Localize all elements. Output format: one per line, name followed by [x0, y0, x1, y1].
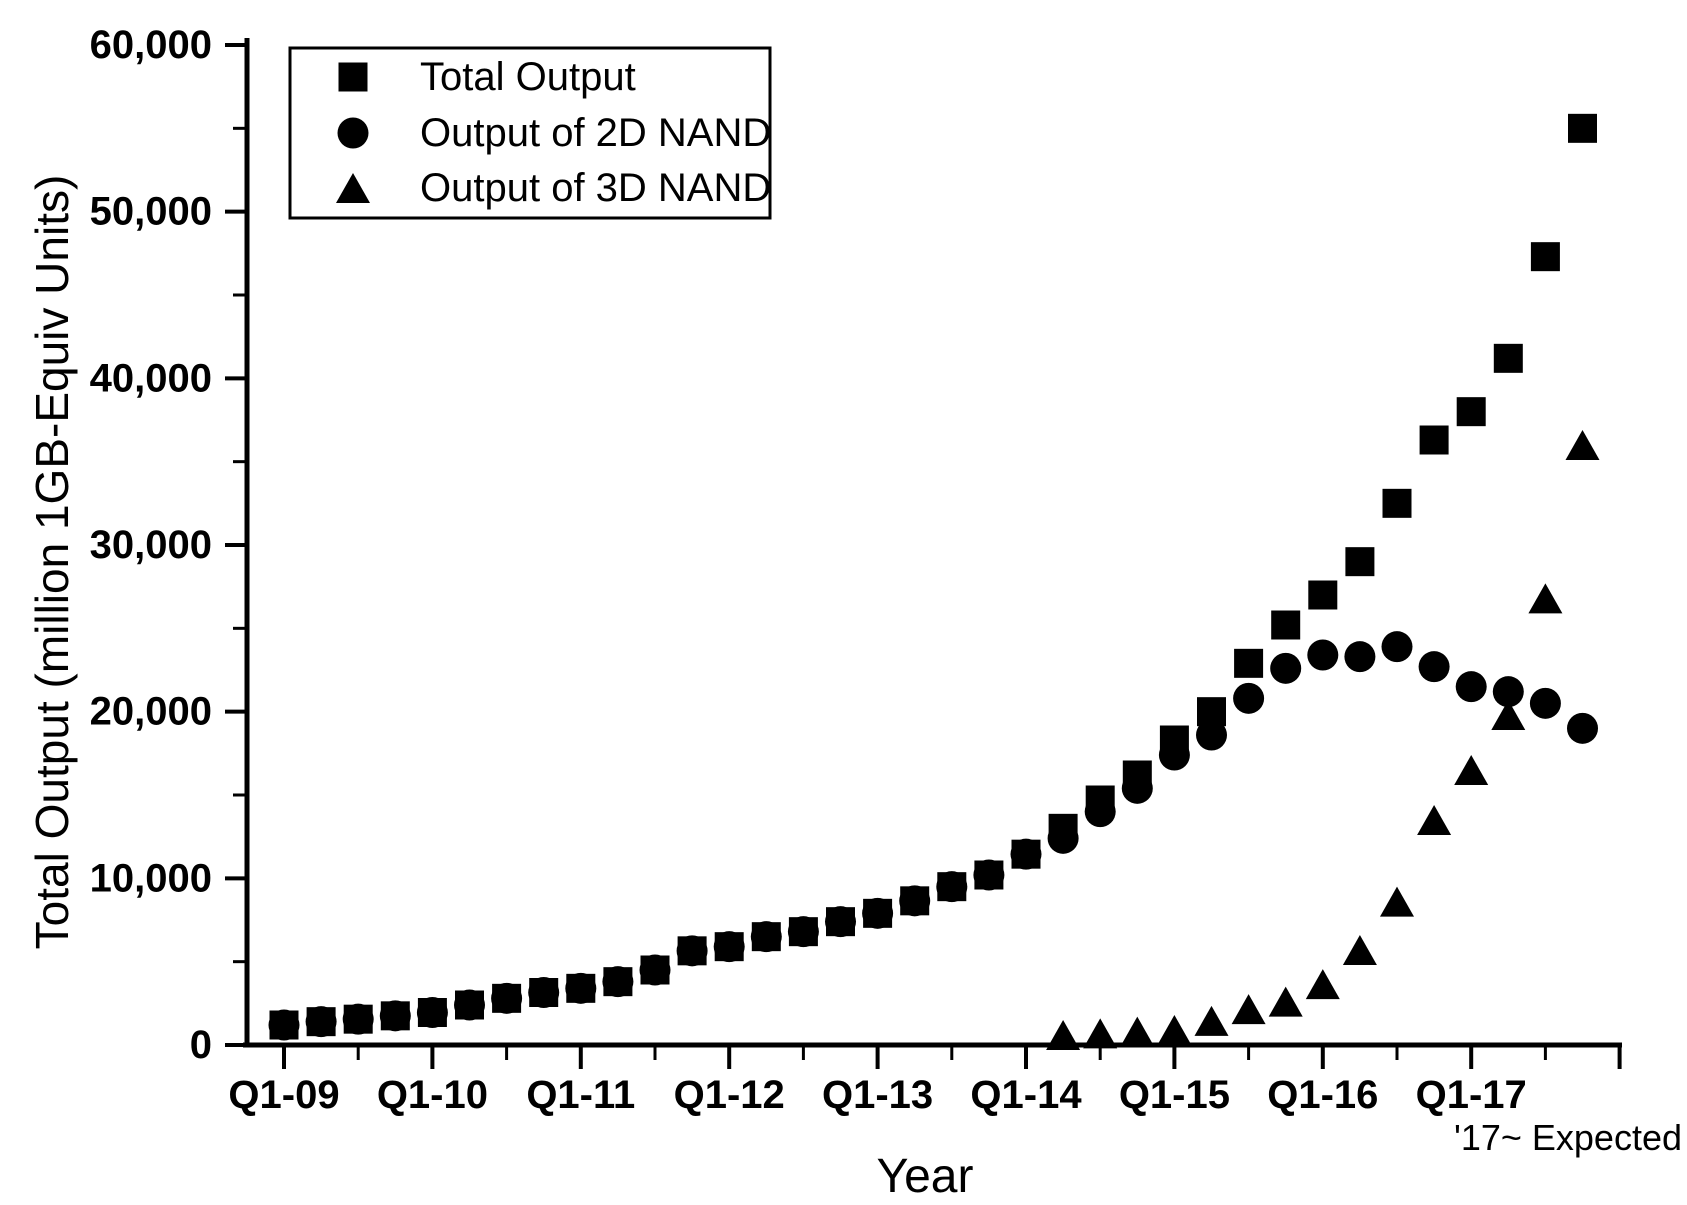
marker-circle-Q4-17	[1567, 712, 1598, 744]
y-tick-label: 60,000	[90, 23, 212, 67]
marker-triangle-Q4-15	[1268, 986, 1303, 1017]
marker-circle-Q1-11	[565, 972, 597, 1004]
marker-circle-Q1-15	[1158, 739, 1190, 771]
marker-circle-Q4-12	[825, 906, 856, 938]
marker-circle-Q1-13	[862, 897, 894, 929]
marker-circle-Q2-12	[750, 921, 782, 953]
marker-circle-Q2-17	[1492, 676, 1524, 708]
marker-triangle-Q2-14	[1046, 1020, 1081, 1050]
marker-circle-Q4-09	[379, 1000, 411, 1032]
x-tick-label: Q1-11	[526, 1073, 635, 1117]
legend-marker-triangle	[336, 173, 370, 203]
x-tick-label: Q1-15	[1119, 1073, 1230, 1117]
marker-circle-Q3-17	[1529, 687, 1561, 719]
y-tick-label: 40,000	[90, 356, 212, 400]
marker-circle-Q1-09	[268, 1009, 300, 1041]
marker-circle-Q1-10	[416, 997, 448, 1028]
y-tick-label: 0	[190, 1023, 212, 1067]
marker-square-Q4-15	[1271, 610, 1301, 640]
marker-triangle-Q3-16	[1380, 886, 1414, 917]
marker-circle-Q3-09	[342, 1003, 374, 1035]
legend-item-label: Output of 2D NAND	[420, 111, 771, 155]
marker-circle-Q3-11	[639, 954, 671, 986]
legend-item-label: Output of 3D NAND	[420, 166, 771, 210]
marker-circle-Q3-12	[787, 916, 819, 948]
marker-circle-Q1-16	[1307, 639, 1339, 671]
x-tick-label: Q1-10	[377, 1073, 488, 1117]
marker-square-Q4-17	[1568, 113, 1597, 143]
marker-square-Q2-16	[1345, 547, 1375, 577]
marker-triangle-Q4-16	[1417, 805, 1452, 835]
marker-circle-Q4-13	[973, 859, 1005, 891]
marker-triangle-Q3-15	[1231, 994, 1266, 1025]
plot-generated-content: 0 10,000 20,000 30,000 40,000 50,000 60,000 Q1-…	[90, 23, 1622, 1117]
marker-triangle-Q2-16	[1342, 935, 1377, 965]
marker-triangle-Q2-15	[1194, 1005, 1229, 1036]
marker-circle-Q4-16	[1418, 651, 1450, 683]
x-tick-label: Q1-16	[1267, 1073, 1378, 1117]
x-tick-label: Q1-12	[674, 1073, 785, 1117]
marker-square-Q3-17	[1530, 242, 1560, 272]
marker-square-Q1-16	[1308, 580, 1338, 610]
x-axis-title: Year	[877, 1150, 974, 1203]
expected-annotation: '17~ Expected	[1454, 1117, 1682, 1158]
y-tick-label: 10,000	[90, 856, 212, 900]
marker-triangle-Q1-17	[1454, 755, 1489, 785]
marker-circle-Q2-15	[1196, 719, 1227, 751]
marker-square-Q2-17	[1493, 343, 1523, 373]
marker-circle-Q2-09	[305, 1006, 337, 1038]
marker-circle-Q3-14	[1084, 796, 1116, 828]
marker-triangle-Q1-16	[1305, 969, 1340, 1000]
legend-box	[288, 46, 772, 220]
marker-circle-Q2-14	[1047, 822, 1079, 854]
legend-marker-circle	[337, 117, 369, 149]
x-tick-label: Q1-09	[228, 1073, 339, 1117]
marker-circle-Q3-10	[491, 982, 523, 1014]
x-tick-label: Q1-14	[970, 1073, 1082, 1117]
marker-triangle-Q4-17	[1565, 430, 1600, 460]
marker-square-Q1-17	[1456, 397, 1486, 427]
marker-triangle-Q3-17	[1528, 583, 1563, 614]
marker-circle-Q4-10	[528, 977, 560, 1008]
marker-circle-Q2-13	[899, 885, 931, 917]
y-tick-label: 30,000	[90, 523, 212, 567]
marker-circle-Q3-16	[1381, 631, 1413, 663]
marker-circle-Q4-11	[676, 935, 708, 967]
marker-square-Q3-15	[1234, 648, 1264, 678]
legend-item-label: Total Output	[420, 55, 636, 99]
x-tick-label: Q1-13	[822, 1073, 933, 1117]
marker-triangle-Q1-15	[1157, 1015, 1192, 1045]
legend-marker-square	[338, 62, 368, 92]
marker-square-Q3-16	[1382, 488, 1412, 518]
marker-square-Q4-16	[1419, 425, 1449, 455]
marker-circle-Q4-15	[1270, 652, 1302, 684]
marker-circle-Q1-12	[713, 931, 745, 963]
marker-circle-Q2-10	[454, 989, 485, 1021]
y-tick-label: 20,000	[90, 690, 212, 734]
marker-circle-Q4-14	[1121, 772, 1153, 804]
marker-circle-Q3-13	[936, 871, 968, 903]
y-axis-title: Total Output (million 1GB-Equiv Units)	[26, 175, 78, 950]
marker-triangle-Q4-14	[1120, 1016, 1155, 1047]
marker-circle-Q2-11	[602, 966, 634, 998]
x-tick-label: Q1-17	[1416, 1073, 1527, 1117]
y-tick-label: 50,000	[90, 190, 212, 234]
marker-circle-Q2-16	[1344, 641, 1376, 673]
marker-triangle-Q2-17	[1491, 700, 1526, 730]
marker-circle-Q3-15	[1233, 682, 1265, 714]
marker-circle-Q1-17	[1455, 671, 1487, 703]
marker-circle-Q1-14	[1010, 838, 1042, 870]
marker-triangle-Q3-14	[1083, 1018, 1118, 1049]
